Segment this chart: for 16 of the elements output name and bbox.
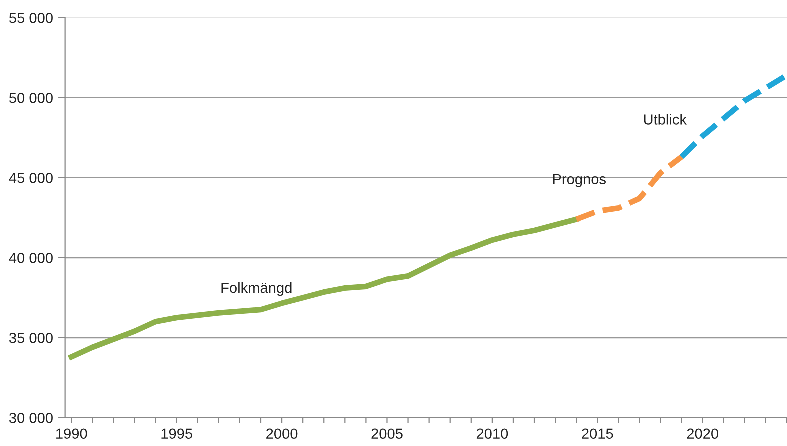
x-tick-label: 2005 xyxy=(372,428,403,440)
series-label: Utblick xyxy=(644,114,688,125)
x-tick-label: 2020 xyxy=(687,428,718,440)
x-tick-label: 2000 xyxy=(266,428,298,440)
x-tick-label: 2015 xyxy=(582,428,614,440)
series-label: Prognos xyxy=(553,174,606,188)
x-tick-label: 1995 xyxy=(162,428,192,440)
y-tick-label: 40 000 xyxy=(9,252,53,264)
y-tick-label: 35 000 xyxy=(9,332,53,344)
x-tick-label: 1990 xyxy=(56,428,88,440)
series-label: Folkmängd xyxy=(222,282,292,296)
x-tick-label: 2010 xyxy=(476,428,508,440)
y-tick-label: 55 000 xyxy=(10,12,53,24)
y-tick-label: 45 000 xyxy=(9,172,53,184)
y-tick-label: 30 000 xyxy=(9,413,53,424)
y-tick-label: 50 000 xyxy=(10,92,53,104)
